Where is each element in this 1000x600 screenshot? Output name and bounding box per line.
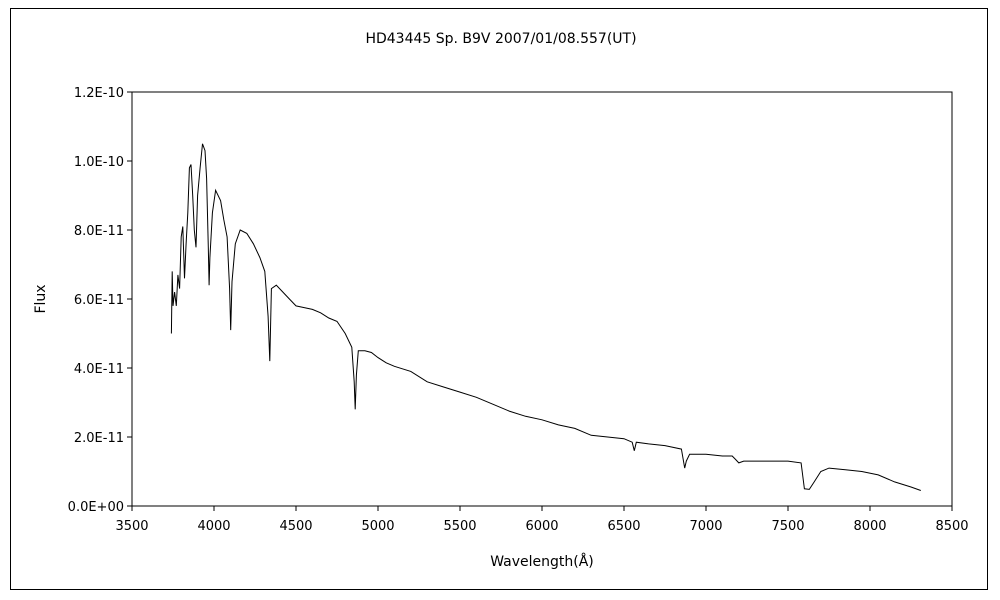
x-tick-label: 5500 <box>443 519 476 534</box>
y-tick-label: 4.0E-11 <box>74 362 124 377</box>
y-tick-label: 0.0E+00 <box>68 500 124 515</box>
chart-frame: HD43445 Sp. B9V 2007/01/08.557(UT) 0.0E+… <box>10 8 988 590</box>
series-line <box>170 143 921 491</box>
x-tick-label: 7500 <box>771 519 804 534</box>
y-tick-label: 1.2E-10 <box>74 86 124 101</box>
chart-title: HD43445 Sp. B9V 2007/01/08.557(UT) <box>365 31 636 47</box>
x-tick-label: 6000 <box>525 519 558 534</box>
x-tick-label: 7000 <box>689 519 722 534</box>
x-tick-label: 3500 <box>115 519 148 534</box>
y-axis-ticks: 0.0E+00 2.0E-11 4.0E-11 6.0E-11 8.0E-11 1.0E-… <box>68 86 132 515</box>
x-axis-label: Wavelength(Å) <box>490 553 594 570</box>
spectrum-chart: HD43445 Sp. B9V 2007/01/08.557(UT) 0.0E+… <box>33 31 969 570</box>
y-tick-label: 1.0E-10 <box>74 155 124 170</box>
y-tick-label: 6.0E-11 <box>74 293 124 308</box>
x-tick-label: 4500 <box>279 519 312 534</box>
y-axis-label: Flux <box>33 284 49 313</box>
plot-area <box>131 91 953 507</box>
x-tick-label: 6500 <box>607 519 640 534</box>
y-tick-label: 2.0E-11 <box>74 431 124 446</box>
x-tick-label: 4000 <box>197 519 230 534</box>
x-tick-label: 8500 <box>935 519 968 534</box>
x-axis-ticks: 3500 4000 4500 5000 5500 6000 6500 7000 7500 8000… <box>115 506 969 534</box>
x-tick-label: 8000 <box>853 519 886 534</box>
y-tick-label: 8.0E-11 <box>74 224 124 239</box>
x-tick-label: 5000 <box>361 519 394 534</box>
